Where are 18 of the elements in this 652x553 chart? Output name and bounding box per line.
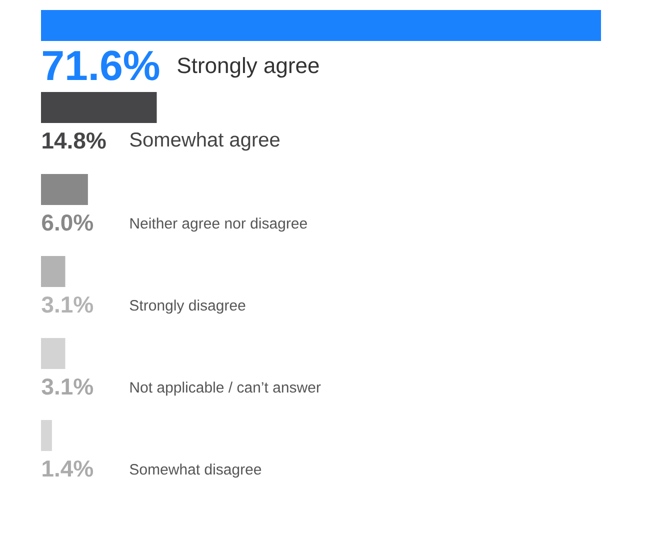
bar (41, 10, 602, 42)
data-label: 3.1% (42, 296, 94, 313)
bar (41, 420, 52, 452)
data-label: 6.0% (42, 214, 94, 231)
bar (41, 174, 88, 206)
data-label: 71.6% (43, 50, 160, 80)
y-tick-label: Somewhat disagree (130, 464, 262, 478)
y-tick-label: Strongly agree (178, 57, 319, 78)
y-tick-label: Somewhat agree (130, 132, 280, 151)
bar (41, 338, 66, 370)
data-label: 1.4% (42, 460, 94, 477)
data-label: 14.8% (42, 132, 106, 149)
y-tick-label: Strongly disagree (130, 300, 246, 314)
y-tick-label: Not applicable / can’t answer (130, 382, 321, 396)
bar (41, 92, 157, 124)
bar (41, 256, 66, 288)
y-tick-label: Neither agree nor disagree (130, 218, 307, 232)
data-label: 3.1% (42, 378, 94, 395)
